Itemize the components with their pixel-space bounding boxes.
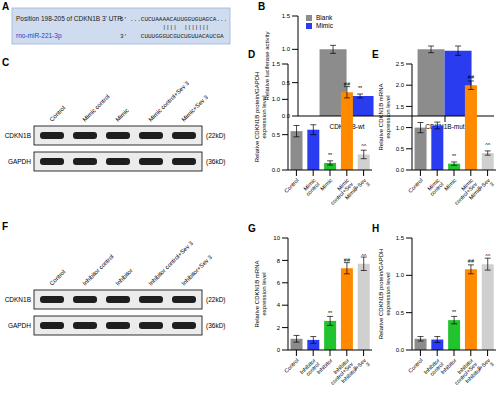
svg-text:**: ** xyxy=(452,309,457,315)
svg-text:rno-miR-221-3p: rno-miR-221-3p xyxy=(16,32,62,40)
svg-text:(22kD): (22kD) xyxy=(206,132,226,140)
svg-text:Inhibitor: Inhibitor xyxy=(315,357,333,375)
svg-text:1.5: 1.5 xyxy=(396,104,405,110)
svg-text:1.5: 1.5 xyxy=(396,235,405,241)
svg-text:Relative CDKN1B protein/GAPDH: Relative CDKN1B protein/GAPDH xyxy=(378,249,384,340)
svg-text:Mimic: Mimic xyxy=(114,107,129,122)
svg-text:^^: ^^ xyxy=(361,253,367,259)
svg-text:0.5: 0.5 xyxy=(396,310,405,316)
svg-text:##: ## xyxy=(344,81,351,87)
svg-text:Mimic: Mimic xyxy=(443,177,458,192)
svg-text:Position 198-205 of CDKN1B 3': Position 198-205 of CDKN1B 3' UTR xyxy=(16,15,122,22)
svg-text:1.5: 1.5 xyxy=(282,13,291,19)
svg-text:1.0: 1.0 xyxy=(396,272,405,278)
svg-text:10: 10 xyxy=(273,235,280,241)
svg-text:0.0: 0.0 xyxy=(396,347,405,353)
svg-text:5': 5' xyxy=(120,16,127,23)
svg-text:Mimic: Mimic xyxy=(319,177,334,192)
svg-text:Relative CDKN1B protein/GAPDH: Relative CDKN1B protein/GAPDH xyxy=(254,72,260,163)
svg-text:##: ## xyxy=(344,257,351,263)
svg-text:Relative CDKN1B mRNA: Relative CDKN1B mRNA xyxy=(378,83,384,150)
svg-text:Mimic+Sev 3: Mimic+Sev 3 xyxy=(180,94,209,123)
svg-text:8: 8 xyxy=(277,258,281,264)
svg-text:1.0: 1.0 xyxy=(396,125,405,131)
svg-text:2.5: 2.5 xyxy=(396,61,405,67)
svg-text:Mimiccontrol: Mimiccontrol xyxy=(425,177,445,197)
svg-text:Control: Control xyxy=(407,177,424,194)
svg-text:|||| |||||||: |||| ||||||| xyxy=(162,24,209,31)
svg-text:**: ** xyxy=(358,85,363,91)
svg-text:(22kD): (22kD) xyxy=(206,296,226,304)
svg-text:0.5: 0.5 xyxy=(272,132,281,138)
svg-text:2: 2 xyxy=(277,325,281,331)
svg-text:Mimic+Sev3: Mimic+Sev3 xyxy=(468,177,492,204)
svg-text:CDKN1B-mut: CDKN1B-mut xyxy=(425,123,465,130)
svg-text:CDKN1B: CDKN1B xyxy=(8,132,31,139)
svg-text:^^: ^^ xyxy=(485,142,491,148)
svg-text:GAPDH: GAPDH xyxy=(8,322,31,329)
svg-text:CDKN1B: CDKN1B xyxy=(8,296,31,303)
svg-text:expression level: expression level xyxy=(385,272,391,315)
svg-text:Control: Control xyxy=(283,177,300,194)
svg-text:1.5: 1.5 xyxy=(272,61,281,67)
svg-text:GAPDH: GAPDH xyxy=(8,158,31,165)
svg-text:2.0: 2.0 xyxy=(396,82,405,88)
svg-text:0: 0 xyxy=(277,347,281,353)
svg-text:^^: ^^ xyxy=(485,253,491,259)
svg-text:1.0: 1.0 xyxy=(282,46,291,52)
svg-text:Mimic control: Mimic control xyxy=(81,93,110,122)
svg-text:Inhibitor+Sev3: Inhibitor+Sev3 xyxy=(340,357,371,388)
svg-text:6: 6 xyxy=(277,280,281,286)
svg-text:0.0: 0.0 xyxy=(282,113,291,119)
svg-text:Inhibitor+Sev3: Inhibitor+Sev3 xyxy=(464,357,492,388)
svg-text:expression level: expression level xyxy=(261,95,267,138)
svg-text:0.5: 0.5 xyxy=(396,146,405,152)
svg-text:0.5: 0.5 xyxy=(282,80,291,86)
svg-text:**: ** xyxy=(452,153,457,159)
svg-text:Inhibitor control: Inhibitor control xyxy=(81,253,114,286)
svg-text:##: ## xyxy=(468,258,475,264)
svg-text:4: 4 xyxy=(277,302,281,308)
svg-text:Relative luciferase activity: Relative luciferase activity xyxy=(264,31,270,100)
svg-text:Control: Control xyxy=(407,357,424,374)
svg-text:Inhibitor: Inhibitor xyxy=(114,267,133,286)
svg-text:Inhibitor+Sev 3: Inhibitor+Sev 3 xyxy=(180,254,213,287)
svg-text:Mimic+Sev3: Mimic+Sev3 xyxy=(344,177,371,204)
svg-text:Control: Control xyxy=(48,105,66,123)
svg-text:...CUCUAAAACAUUGGUGUAGCA...: ...CUCUAAAACAUUGGUGUAGCA... xyxy=(130,16,227,23)
svg-text:Relative CDKN1B mRNA: Relative CDKN1B mRNA xyxy=(254,260,260,327)
svg-text:**: ** xyxy=(328,152,333,158)
svg-text:Mimiccontrol: Mimiccontrol xyxy=(301,177,321,197)
svg-text:0.0: 0.0 xyxy=(396,167,405,173)
svg-text:##: ## xyxy=(468,74,475,80)
svg-text:Inhibitor: Inhibitor xyxy=(439,357,457,375)
svg-text:Control: Control xyxy=(283,357,300,374)
svg-text:(36kD): (36kD) xyxy=(206,158,226,166)
svg-text:^^: ^^ xyxy=(361,143,367,149)
svg-text:3': 3' xyxy=(120,33,127,40)
svg-text:expression level: expression level xyxy=(385,95,391,138)
svg-text:expression level: expression level xyxy=(261,272,267,315)
svg-text:Control: Control xyxy=(48,269,66,287)
svg-text:(36kD): (36kD) xyxy=(206,322,226,330)
svg-text:0.0: 0.0 xyxy=(272,167,281,173)
svg-text:**: ** xyxy=(328,310,333,316)
svg-text:1.0: 1.0 xyxy=(272,96,281,102)
svg-text:CUUUGGGUCGUCUGUUACAUCGA: CUUUGGGUCGUCUGUUACAUCGA xyxy=(141,33,224,40)
